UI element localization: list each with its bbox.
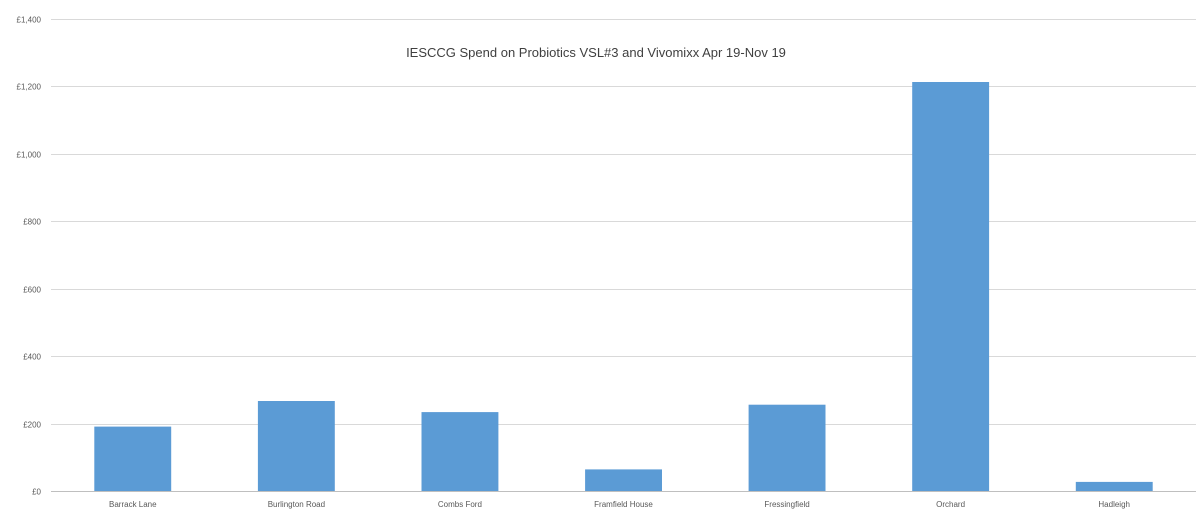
y-tick-label: £600 <box>23 286 41 295</box>
x-tick-label: Fressingfield <box>764 500 809 509</box>
y-tick-label: £1,200 <box>17 83 42 92</box>
y-tick-label: £200 <box>23 421 41 430</box>
x-tick-label: Burlington Road <box>268 500 325 509</box>
y-axis-ticks: £0 £200 £400 £600 £800 £1,000 £1,200 £1,400 <box>17 16 42 497</box>
bar <box>257 401 335 491</box>
y-tick-label: £1,000 <box>17 151 42 160</box>
x-tick-label: Framfield House <box>594 500 653 509</box>
bar <box>748 404 826 491</box>
bars <box>94 82 1153 491</box>
bar <box>585 469 662 491</box>
y-tick-label: £800 <box>23 218 41 227</box>
y-tick-label: £0 <box>32 488 41 497</box>
bar <box>94 426 172 491</box>
x-tick-label: Combs Ford <box>438 500 482 509</box>
bar <box>1075 481 1153 491</box>
gridlines <box>51 19 1196 492</box>
bar <box>421 412 499 491</box>
bar <box>912 82 990 491</box>
y-tick-label: £400 <box>23 353 41 362</box>
x-tick-label: Orchard <box>936 500 965 509</box>
y-tick-label: £1,400 <box>17 16 42 25</box>
x-tick-label: Barrack Lane <box>109 500 157 509</box>
x-tick-label: Hadleigh <box>1098 500 1130 509</box>
x-axis-ticks: Barrack Lane Burlington Road Combs Ford Fra… <box>109 500 1130 509</box>
chart-title: IESCCG Spend on Probiotics VSL#3 and Viv… <box>406 45 786 60</box>
